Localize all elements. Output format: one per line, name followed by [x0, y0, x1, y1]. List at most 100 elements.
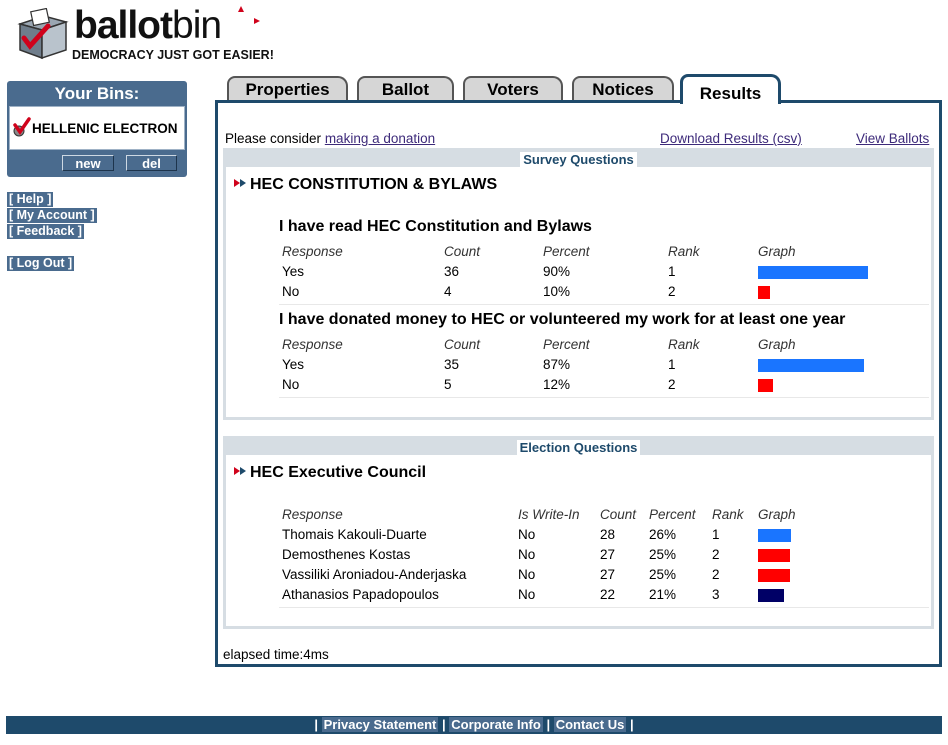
percent-cell: 90%: [543, 264, 571, 279]
graph-bar: [758, 266, 868, 279]
candidate-cell: Demosthenes Kostas: [282, 547, 411, 562]
feedback-link[interactable]: [ Feedback ]: [7, 224, 84, 239]
tab-properties[interactable]: Properties: [227, 76, 348, 102]
tab-notices[interactable]: Notices: [572, 76, 674, 102]
col-rank: Rank: [668, 244, 700, 259]
survey-header: Survey Questions: [226, 151, 931, 167]
footer-bar: | Privacy Statement | Corporate Info | C…: [6, 716, 942, 734]
tab-ballot[interactable]: Ballot: [357, 76, 454, 102]
response-cell: Yes: [282, 357, 305, 372]
survey-section: Survey Questions HEC CONSTITUTION & BYLA…: [223, 148, 934, 420]
count-cell: 36: [444, 264, 460, 279]
col-response: Response: [282, 337, 343, 352]
response-cell: Yes: [282, 264, 305, 279]
double-arrow-icon: [234, 179, 246, 187]
bins-list: HELLENIC ELECTRON: [9, 106, 185, 150]
col-graph: Graph: [758, 337, 796, 352]
corporate-info-link[interactable]: Corporate Info: [449, 717, 543, 732]
write-in-cell: No: [518, 527, 536, 542]
my-account-link[interactable]: [ My Account ]: [7, 208, 97, 223]
col-count: Count: [444, 244, 481, 259]
spark-icon: [238, 6, 260, 24]
brand-wordmark: ballotbin: [74, 4, 222, 47]
log-out-link[interactable]: [ Log Out ]: [7, 256, 75, 271]
candidate-cell: Thomais Kakouli-Duarte: [282, 527, 427, 542]
help-link[interactable]: [ Help ]: [7, 192, 54, 207]
graph-bar: [758, 549, 790, 562]
write-in-cell: No: [518, 567, 536, 582]
count-cell: 27: [600, 567, 616, 582]
delete-bin-button[interactable]: del: [126, 155, 177, 171]
tab-voters[interactable]: Voters: [463, 76, 563, 102]
row-separator: [279, 304, 929, 305]
contact-us-link[interactable]: Contact Us: [553, 717, 627, 732]
privacy-statement-link[interactable]: Privacy Statement: [321, 717, 439, 732]
percent-cell: 25%: [649, 547, 677, 562]
ballot-box-icon: [17, 8, 69, 60]
graph-bar: [758, 379, 773, 392]
rank-cell: 1: [712, 527, 720, 542]
percent-cell: 25%: [649, 567, 677, 582]
tab-results[interactable]: Results: [680, 74, 781, 104]
rank-cell: 1: [668, 264, 676, 279]
count-cell: 22: [600, 587, 616, 602]
survey-group-title: HEC CONSTITUTION & BYLAWS: [234, 176, 497, 194]
rank-cell: 3: [712, 587, 720, 602]
count-cell: 35: [444, 357, 460, 372]
graph-bar: [758, 359, 864, 372]
rank-cell: 1: [668, 357, 676, 372]
survey-question-title: I have read HEC Constitution and Bylaws: [279, 218, 592, 235]
count-cell: 5: [444, 377, 452, 392]
view-ballots-link[interactable]: View Ballots: [856, 131, 930, 146]
ballotbin-logo: ballotbin DEMOCRACY JUST GOT EASIER!: [14, 4, 274, 64]
row-separator: [279, 397, 929, 398]
percent-cell: 10%: [543, 284, 571, 299]
response-cell: No: [282, 284, 300, 299]
write-in-cell: No: [518, 587, 536, 602]
percent-cell: 21%: [649, 587, 677, 602]
col-graph: Graph: [758, 244, 796, 259]
col-is-write-in: Is Write-In: [518, 507, 580, 522]
candidate-cell: Athanasios Papadopoulos: [282, 587, 439, 602]
donation-line: Please consider making a donation: [225, 131, 436, 146]
col-percent: Percent: [649, 507, 696, 522]
col-rank: Rank: [712, 507, 744, 522]
col-graph: Graph: [758, 507, 796, 522]
brand-tagline: DEMOCRACY JUST GOT EASIER!: [72, 48, 274, 62]
elapsed-time: elapsed time:4ms: [223, 647, 329, 662]
bin-item-hellenic-electron[interactable]: HELLENIC ELECTRON: [12, 116, 184, 140]
count-cell: 27: [600, 547, 616, 562]
graph-bar: [758, 569, 790, 582]
rank-cell: 2: [668, 284, 676, 299]
rank-cell: 2: [712, 547, 720, 562]
percent-cell: 87%: [543, 357, 571, 372]
rank-cell: 2: [668, 377, 676, 392]
percent-cell: 12%: [543, 377, 571, 392]
donation-link[interactable]: making a donation: [324, 131, 436, 146]
graph-bar: [758, 529, 791, 542]
write-in-cell: No: [518, 547, 536, 562]
col-percent: Percent: [543, 337, 590, 352]
response-cell: No: [282, 377, 300, 392]
checkmark-icon: [13, 117, 31, 137]
survey-question-title: I have donated money to HEC or volunteer…: [279, 311, 846, 328]
count-cell: 4: [444, 284, 452, 299]
election-group-title: HEC Executive Council: [234, 464, 426, 482]
row-separator: [279, 607, 929, 608]
election-header: Election Questions: [226, 439, 931, 455]
percent-cell: 26%: [649, 527, 677, 542]
view-ballots-link-wrap: View Ballots: [856, 131, 929, 146]
download-results-link[interactable]: Download Results (csv): [660, 131, 802, 146]
bin-item-label: HELLENIC ELECTRON: [32, 121, 178, 136]
double-arrow-icon: [234, 467, 246, 475]
col-rank: Rank: [668, 337, 700, 352]
col-response: Response: [282, 507, 343, 522]
download-results-link-wrap: Download Results (csv): [660, 131, 802, 146]
col-count: Count: [600, 507, 637, 522]
new-bin-button[interactable]: new: [62, 155, 114, 171]
election-section: Election Questions HEC Executive Council…: [223, 436, 934, 629]
your-bins-title: Your Bins:: [54, 84, 140, 103]
col-response: Response: [282, 244, 343, 259]
graph-bar: [758, 589, 784, 602]
graph-bar: [758, 286, 770, 299]
